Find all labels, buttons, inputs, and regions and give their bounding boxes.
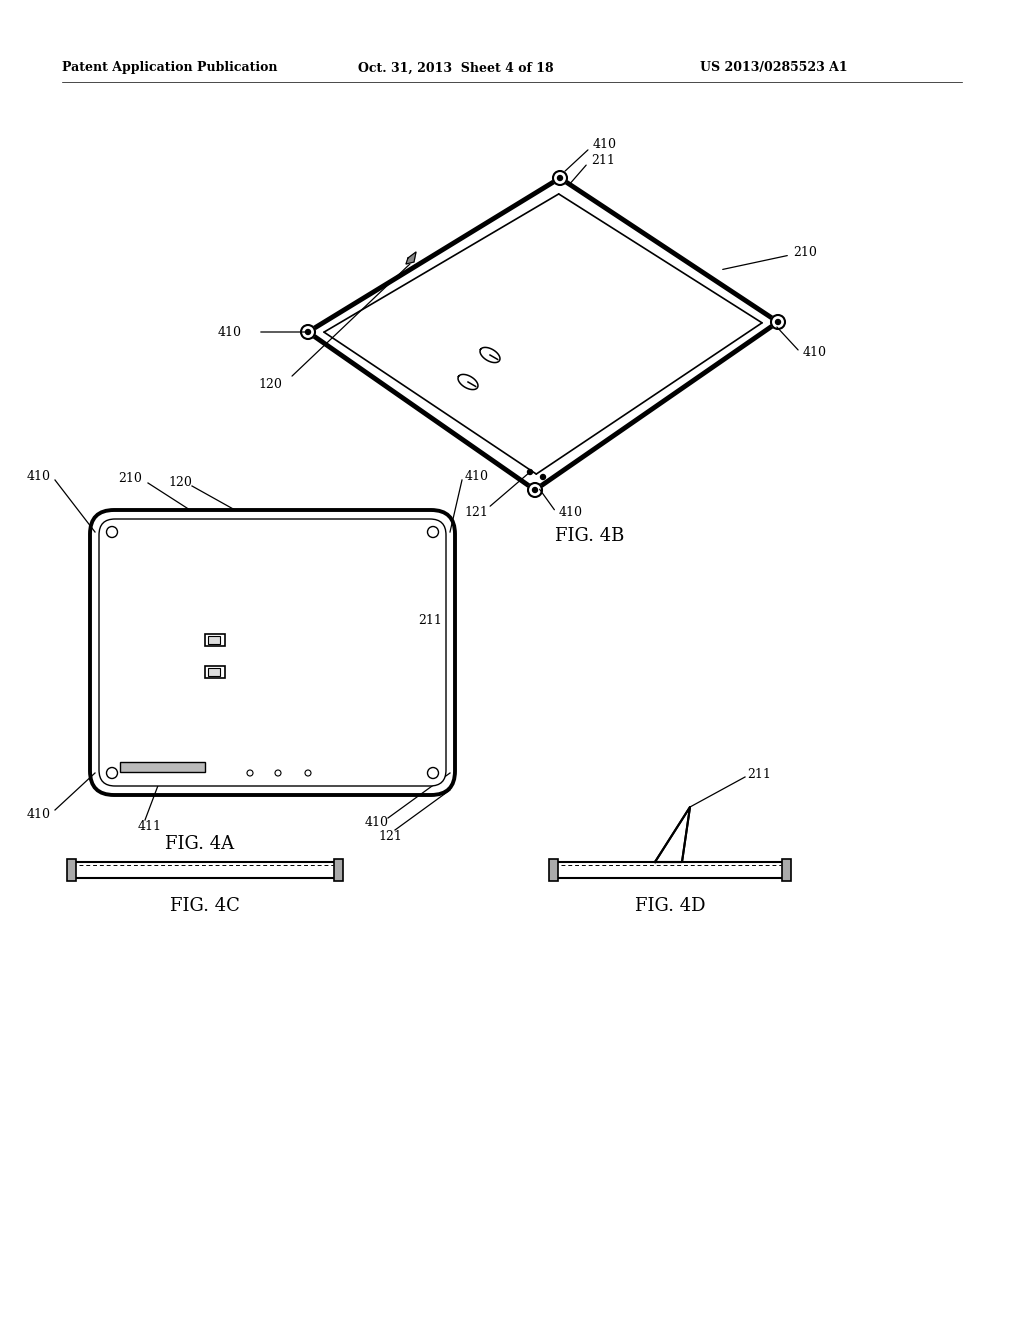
Bar <box>334 859 343 880</box>
Text: FIG. 4A: FIG. 4A <box>165 836 234 853</box>
Text: 411: 411 <box>138 820 162 833</box>
Circle shape <box>305 330 310 334</box>
Text: 410: 410 <box>27 470 51 483</box>
Circle shape <box>532 487 538 492</box>
Text: 210: 210 <box>793 246 817 259</box>
Text: Oct. 31, 2013  Sheet 4 of 18: Oct. 31, 2013 Sheet 4 of 18 <box>358 62 554 74</box>
Text: 121: 121 <box>378 829 401 842</box>
Text: FIG. 4D: FIG. 4D <box>635 898 706 915</box>
Text: 210: 210 <box>118 473 142 486</box>
Bar <box>555 862 785 878</box>
Text: 120: 120 <box>258 379 282 392</box>
Text: 410: 410 <box>218 326 242 338</box>
Text: 120: 120 <box>168 477 191 490</box>
Bar <box>208 668 220 676</box>
Circle shape <box>771 315 785 329</box>
Text: 410: 410 <box>365 816 389 829</box>
Bar <box>120 762 205 772</box>
Circle shape <box>553 172 567 185</box>
Text: 121: 121 <box>464 506 487 519</box>
Text: 211: 211 <box>746 768 771 781</box>
Bar <box>205 667 225 678</box>
Text: FIG. 4C: FIG. 4C <box>170 898 240 915</box>
Bar <box>205 634 225 645</box>
Polygon shape <box>406 252 416 264</box>
Bar <box>208 636 220 644</box>
Bar <box>67 859 76 880</box>
Text: 410: 410 <box>27 808 51 821</box>
Text: Patent Application Publication: Patent Application Publication <box>62 62 278 74</box>
Circle shape <box>541 474 546 479</box>
Bar <box>782 859 791 880</box>
FancyBboxPatch shape <box>90 510 455 795</box>
Circle shape <box>775 319 780 325</box>
Circle shape <box>528 483 542 498</box>
Polygon shape <box>655 807 690 862</box>
Bar <box>73 862 338 878</box>
Circle shape <box>527 470 532 474</box>
Text: US 2013/0285523 A1: US 2013/0285523 A1 <box>700 62 848 74</box>
Text: 211: 211 <box>591 153 614 166</box>
Text: 410: 410 <box>465 470 489 483</box>
Text: FIG. 4B: FIG. 4B <box>555 527 625 545</box>
Text: 410: 410 <box>593 137 617 150</box>
Circle shape <box>301 325 315 339</box>
Bar <box>549 859 558 880</box>
Text: 211: 211 <box>418 614 442 627</box>
FancyBboxPatch shape <box>99 519 446 785</box>
Text: 410: 410 <box>559 506 583 519</box>
Text: 410: 410 <box>803 346 827 359</box>
Circle shape <box>557 176 562 181</box>
